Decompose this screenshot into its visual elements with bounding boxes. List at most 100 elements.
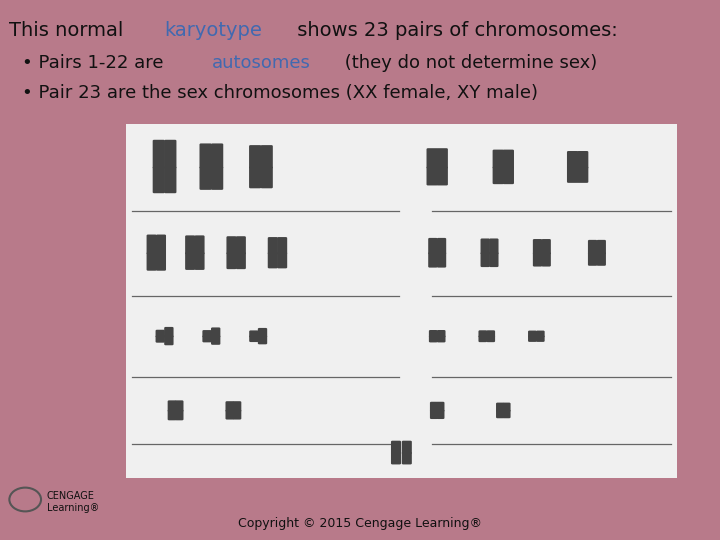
FancyBboxPatch shape [199, 166, 212, 190]
Text: karyotype: karyotype [164, 21, 262, 39]
FancyBboxPatch shape [429, 330, 438, 338]
FancyBboxPatch shape [168, 400, 176, 412]
FancyBboxPatch shape [426, 148, 438, 168]
FancyBboxPatch shape [233, 410, 241, 420]
FancyBboxPatch shape [153, 140, 165, 168]
Text: Copyright © 2015 Cengage Learning®: Copyright © 2015 Cengage Learning® [238, 517, 482, 530]
FancyBboxPatch shape [156, 252, 166, 271]
FancyBboxPatch shape [277, 252, 287, 268]
FancyBboxPatch shape [496, 403, 504, 412]
FancyBboxPatch shape [436, 402, 444, 412]
FancyBboxPatch shape [402, 452, 412, 464]
FancyBboxPatch shape [185, 252, 195, 270]
FancyBboxPatch shape [249, 330, 258, 338]
FancyBboxPatch shape [258, 335, 267, 345]
FancyBboxPatch shape [436, 166, 448, 185]
FancyBboxPatch shape [211, 335, 220, 345]
FancyBboxPatch shape [156, 234, 166, 254]
FancyBboxPatch shape [430, 410, 438, 419]
FancyBboxPatch shape [541, 239, 551, 254]
FancyBboxPatch shape [479, 330, 487, 338]
FancyBboxPatch shape [536, 330, 544, 338]
FancyBboxPatch shape [541, 252, 551, 267]
FancyBboxPatch shape [249, 145, 261, 168]
Bar [126, 124, 677, 478]
FancyBboxPatch shape [226, 236, 236, 254]
FancyBboxPatch shape [185, 235, 195, 254]
FancyBboxPatch shape [567, 166, 578, 183]
FancyBboxPatch shape [261, 145, 273, 168]
FancyBboxPatch shape [236, 252, 246, 269]
FancyBboxPatch shape [249, 335, 258, 342]
FancyBboxPatch shape [258, 328, 267, 338]
FancyBboxPatch shape [211, 327, 220, 338]
FancyBboxPatch shape [597, 240, 606, 254]
Text: CENGAGE
Learning®: CENGAGE Learning® [47, 491, 99, 513]
Text: (they do not determine sex): (they do not determine sex) [339, 54, 598, 72]
Text: This normal: This normal [9, 21, 130, 39]
FancyBboxPatch shape [175, 410, 184, 420]
FancyBboxPatch shape [533, 239, 542, 254]
FancyBboxPatch shape [164, 166, 176, 193]
Text: • Pairs 1-22 are: • Pairs 1-22 are [22, 54, 169, 72]
FancyBboxPatch shape [147, 234, 157, 254]
FancyBboxPatch shape [194, 235, 204, 254]
FancyBboxPatch shape [577, 151, 588, 168]
FancyBboxPatch shape [268, 252, 278, 268]
FancyBboxPatch shape [487, 335, 495, 342]
FancyBboxPatch shape [268, 237, 278, 254]
FancyBboxPatch shape [436, 410, 444, 419]
FancyBboxPatch shape [492, 166, 504, 184]
FancyBboxPatch shape [437, 238, 446, 254]
FancyBboxPatch shape [175, 400, 184, 412]
FancyBboxPatch shape [168, 410, 176, 420]
FancyBboxPatch shape [489, 252, 498, 267]
FancyBboxPatch shape [437, 252, 446, 268]
FancyBboxPatch shape [236, 236, 246, 254]
FancyBboxPatch shape [489, 239, 498, 254]
FancyBboxPatch shape [428, 252, 438, 268]
FancyBboxPatch shape [588, 252, 598, 266]
FancyBboxPatch shape [479, 335, 487, 342]
FancyBboxPatch shape [391, 441, 401, 454]
FancyBboxPatch shape [233, 401, 241, 412]
FancyBboxPatch shape [567, 151, 578, 168]
FancyBboxPatch shape [503, 150, 514, 168]
FancyBboxPatch shape [597, 252, 606, 266]
FancyBboxPatch shape [164, 327, 174, 338]
FancyBboxPatch shape [226, 252, 236, 269]
FancyBboxPatch shape [225, 410, 234, 420]
FancyBboxPatch shape [147, 252, 157, 271]
FancyBboxPatch shape [588, 240, 598, 254]
FancyBboxPatch shape [194, 252, 204, 270]
Text: shows 23 pairs of chromosomes:: shows 23 pairs of chromosomes: [291, 21, 617, 39]
FancyBboxPatch shape [492, 150, 504, 168]
FancyBboxPatch shape [202, 335, 212, 342]
FancyBboxPatch shape [211, 144, 223, 168]
FancyBboxPatch shape [426, 166, 438, 185]
FancyBboxPatch shape [536, 335, 544, 342]
FancyBboxPatch shape [164, 140, 176, 168]
FancyBboxPatch shape [428, 238, 438, 254]
FancyBboxPatch shape [211, 166, 223, 190]
FancyBboxPatch shape [261, 166, 273, 188]
FancyBboxPatch shape [528, 330, 536, 338]
FancyBboxPatch shape [156, 335, 165, 343]
FancyBboxPatch shape [153, 166, 165, 193]
FancyBboxPatch shape [202, 330, 212, 338]
FancyBboxPatch shape [156, 330, 165, 338]
FancyBboxPatch shape [225, 401, 234, 412]
FancyBboxPatch shape [437, 335, 446, 342]
FancyBboxPatch shape [437, 330, 446, 338]
FancyBboxPatch shape [528, 335, 536, 342]
FancyBboxPatch shape [436, 148, 448, 168]
FancyBboxPatch shape [496, 410, 504, 418]
FancyBboxPatch shape [402, 441, 412, 454]
FancyBboxPatch shape [429, 335, 438, 342]
FancyBboxPatch shape [480, 239, 490, 254]
FancyBboxPatch shape [277, 237, 287, 254]
FancyBboxPatch shape [164, 335, 174, 345]
Text: autosomes: autosomes [212, 54, 310, 72]
FancyBboxPatch shape [430, 402, 438, 412]
FancyBboxPatch shape [503, 166, 514, 184]
